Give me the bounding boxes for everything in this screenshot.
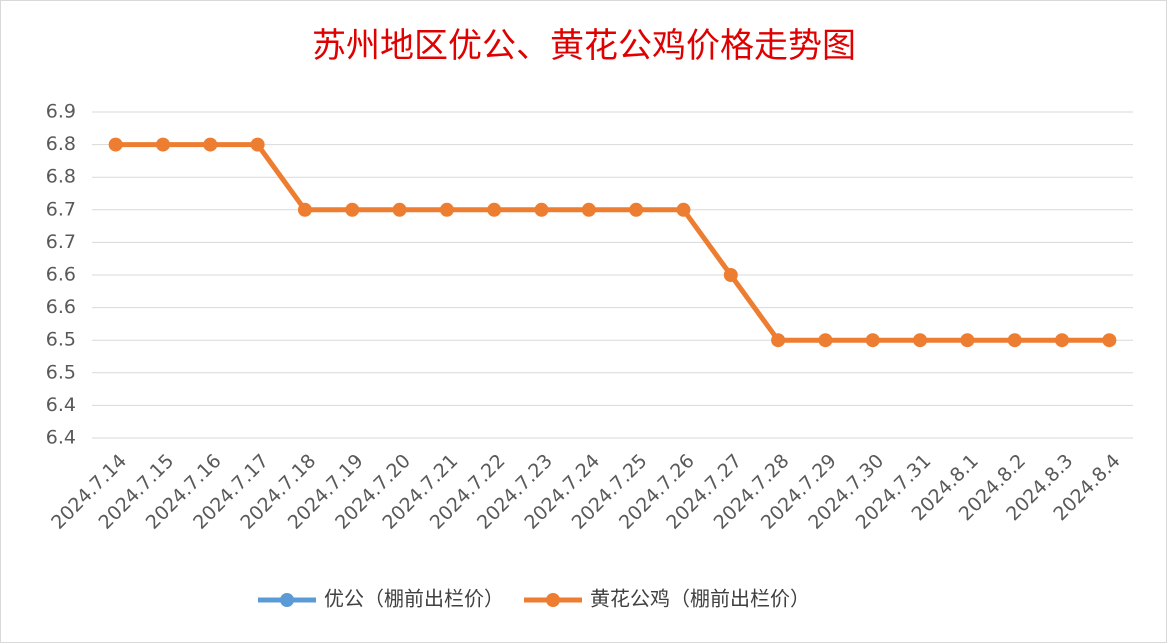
y-tick-label: 6.5 bbox=[46, 361, 76, 383]
data-point bbox=[203, 137, 218, 152]
data-point bbox=[1007, 333, 1022, 348]
y-tick-label: 6.8 bbox=[46, 166, 76, 188]
data-point bbox=[297, 202, 312, 217]
y-tick-label: 6.6 bbox=[46, 296, 76, 318]
y-tick-label: 6.7 bbox=[46, 231, 76, 253]
y-tick-label: 6.4 bbox=[46, 394, 76, 416]
series-line bbox=[115, 142, 1110, 343]
y-tick-label: 6.9 bbox=[46, 101, 76, 123]
legend-swatch-marker bbox=[280, 593, 294, 607]
legend-swatch-marker bbox=[546, 593, 560, 607]
data-point bbox=[1055, 333, 1070, 348]
data-point bbox=[818, 333, 833, 348]
y-tick-label: 6.5 bbox=[46, 329, 76, 351]
y-tick-label: 6.7 bbox=[46, 198, 76, 220]
data-point bbox=[723, 268, 738, 282]
data-point bbox=[155, 137, 170, 152]
data-point bbox=[1102, 333, 1117, 348]
data-point bbox=[676, 202, 691, 217]
data-point bbox=[913, 333, 928, 348]
data-point bbox=[581, 202, 596, 217]
data-point bbox=[108, 137, 123, 152]
data-point bbox=[345, 202, 360, 217]
y-tick-label: 6.4 bbox=[46, 427, 76, 449]
data-point bbox=[250, 137, 265, 152]
chart-title: 苏州地区优公、黄花公鸡价格走势图 bbox=[312, 26, 856, 66]
data-point bbox=[629, 202, 644, 217]
data-point bbox=[534, 202, 549, 217]
y-tick-label: 6.8 bbox=[46, 133, 76, 155]
data-point bbox=[392, 202, 407, 217]
data-point bbox=[439, 202, 454, 217]
legend-label: 黄花公鸡（棚前出栏价） bbox=[590, 587, 810, 611]
y-tick-label: 6.6 bbox=[46, 264, 76, 286]
legend-label: 优公（棚前出栏价） bbox=[324, 587, 504, 611]
data-point bbox=[960, 333, 975, 348]
data-point bbox=[487, 202, 502, 217]
data-point bbox=[865, 333, 880, 348]
data-point bbox=[771, 333, 786, 348]
